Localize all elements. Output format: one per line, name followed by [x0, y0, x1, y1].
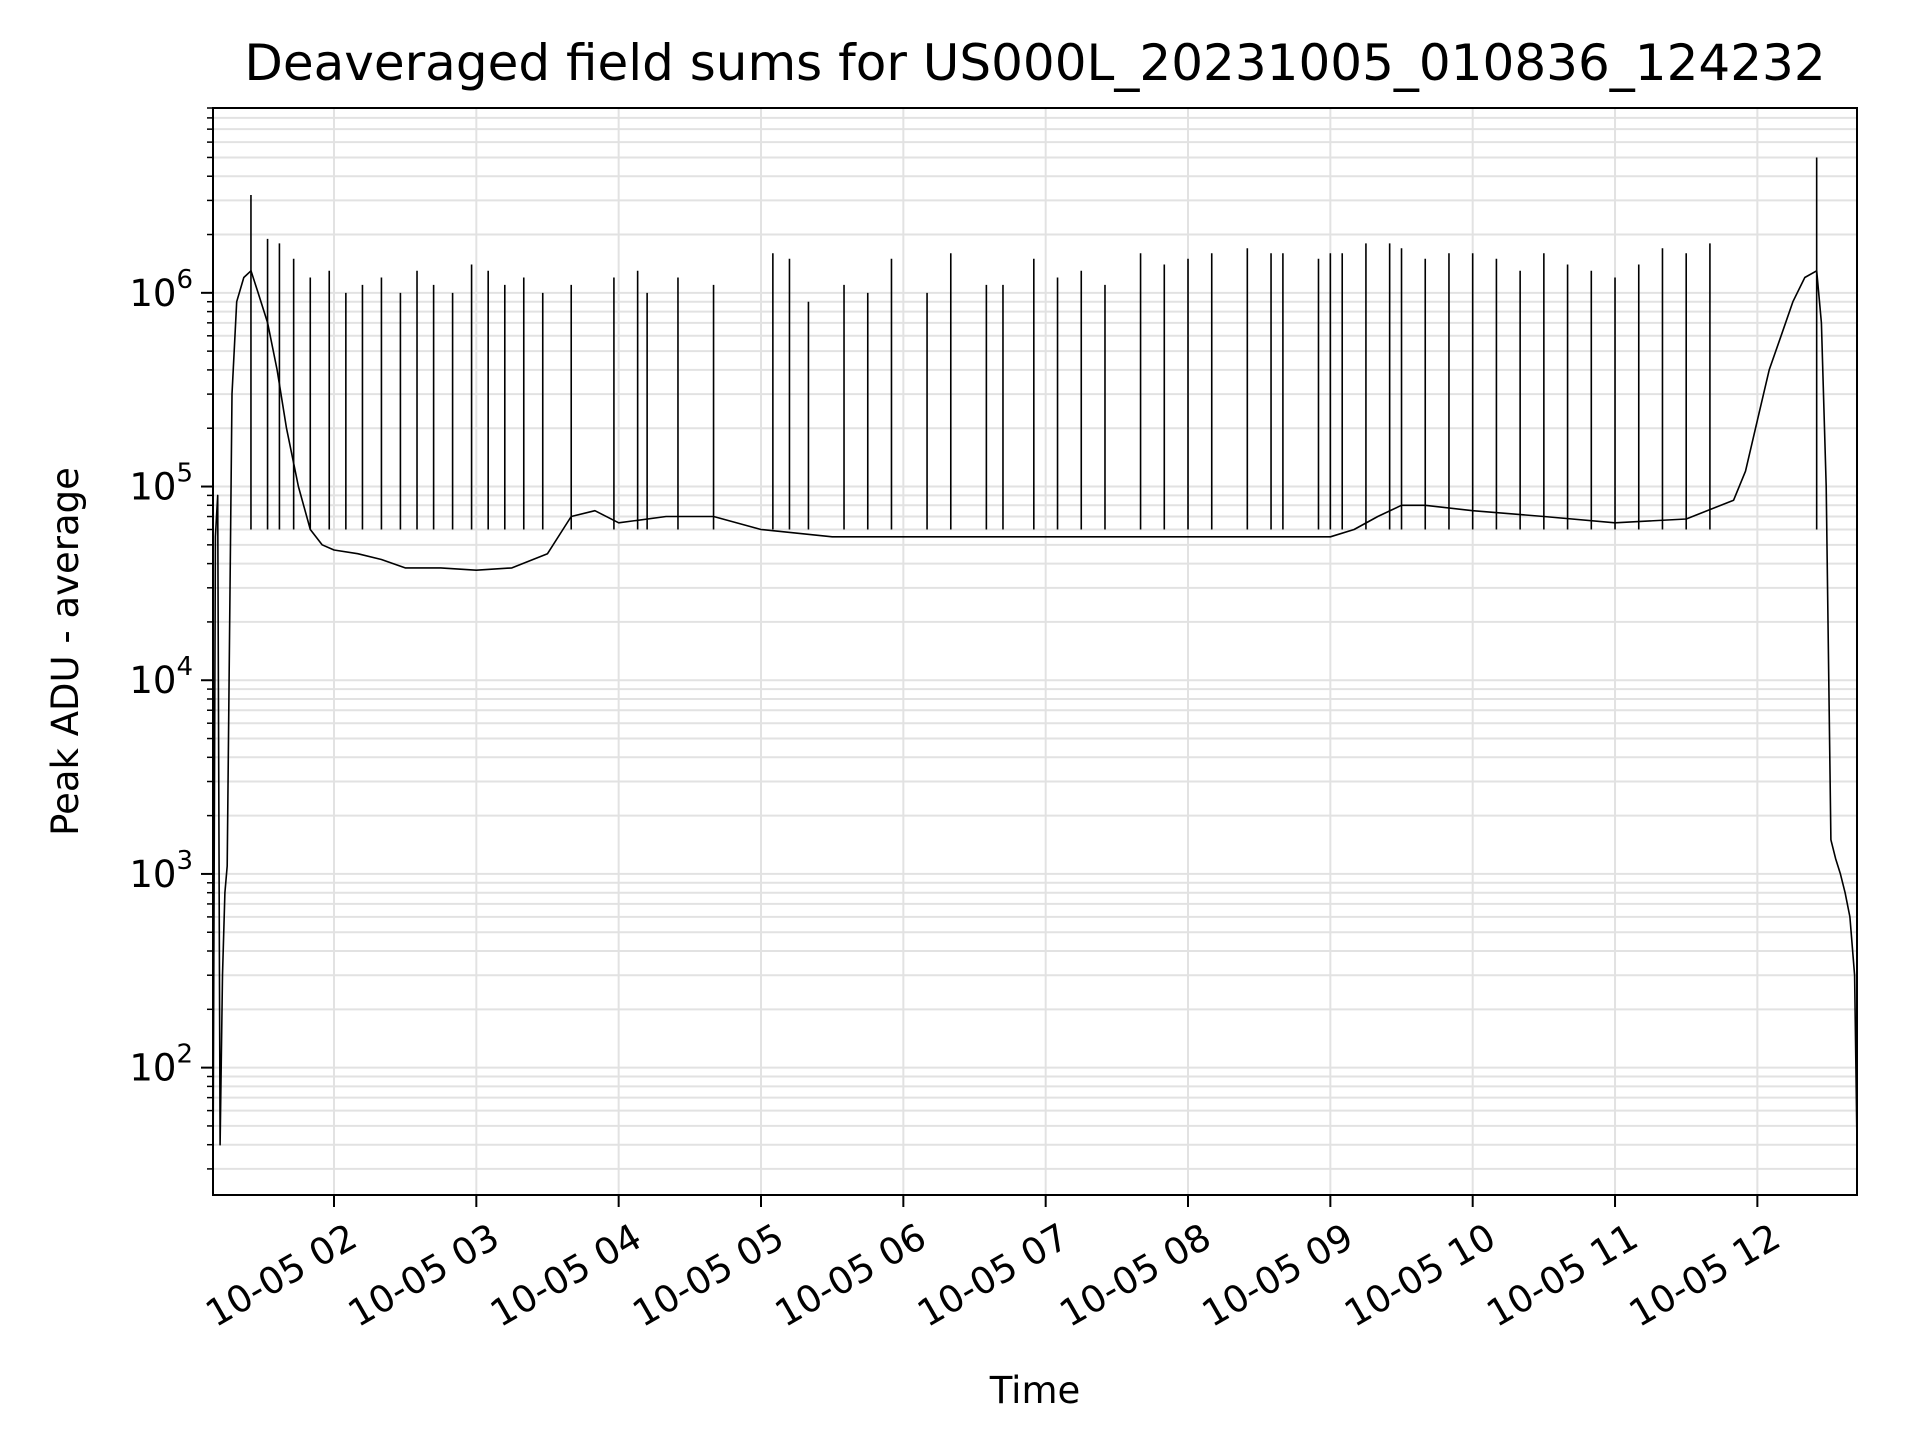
y-tick-label: 106	[129, 265, 193, 315]
x-axis-label: Time	[989, 1369, 1081, 1412]
y-tick-base: 10	[129, 272, 176, 315]
y-tick-base: 10	[129, 1047, 176, 1090]
x-tick-label: 10-05 10	[1337, 1215, 1503, 1335]
y-axis-label: Peak ADU - average	[44, 467, 87, 836]
x-tick-label: 10-05 03	[341, 1215, 507, 1335]
x-tick-label: 10-05 05	[626, 1215, 792, 1335]
y-tick-base: 10	[129, 853, 176, 896]
y-tick-base: 10	[129, 466, 176, 509]
x-tick-label: 10-05 06	[768, 1215, 934, 1335]
y-tick-label: 102	[129, 1040, 193, 1090]
y-tick-exponent: 4	[176, 652, 193, 682]
y-tick-label: 103	[129, 846, 193, 896]
x-tick-label: 10-05 07	[910, 1215, 1076, 1335]
y-tick-label: 104	[129, 652, 193, 702]
y-tick-exponent: 3	[176, 846, 193, 876]
y-tick-base: 10	[129, 659, 176, 702]
y-tick-label: 105	[129, 459, 193, 509]
series-line	[213, 270, 1857, 1185]
y-tick-exponent: 6	[176, 265, 193, 295]
y-tick-exponent: 5	[176, 459, 193, 489]
x-tick-label: 10-05 09	[1195, 1215, 1361, 1335]
x-tick-label: 10-05 11	[1480, 1215, 1646, 1335]
grid-layer	[213, 107, 1857, 1195]
chart-title: Deaveraged field sums for US000L_2023100…	[244, 34, 1825, 92]
x-tick-label: 10-05 08	[1053, 1215, 1219, 1335]
y-tick-exponent: 2	[176, 1040, 193, 1070]
series-layer	[213, 157, 1857, 1185]
x-tick-label: 10-05 12	[1622, 1215, 1788, 1335]
plot-frame	[212, 107, 1858, 1196]
x-tick-label: 10-05 04	[483, 1215, 649, 1335]
x-tick-label: 10-05 02	[199, 1215, 365, 1335]
